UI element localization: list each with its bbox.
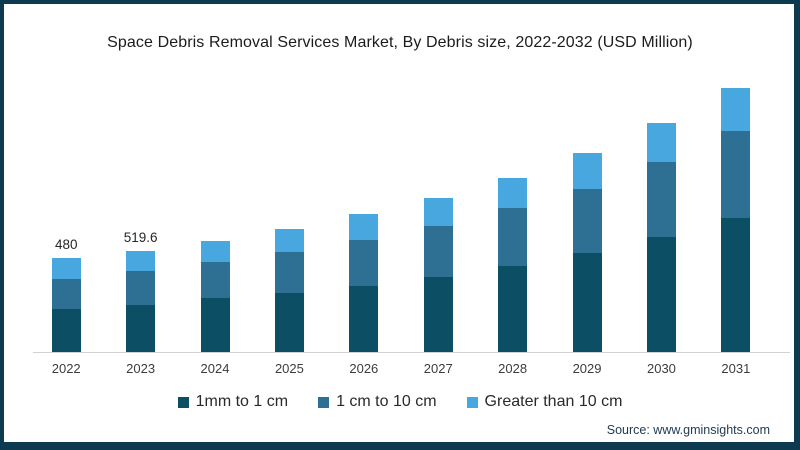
bar-column-2026 [327, 77, 401, 352]
stacked-bar-2030 [646, 123, 676, 352]
legend-label: 1 cm to 10 cm [336, 393, 437, 410]
stacked-bar-2026 [349, 213, 379, 352]
bar-segment [126, 305, 156, 352]
source-attribution: Source: www.gminsights.com [606, 423, 770, 437]
bar-column-2024 [178, 77, 252, 352]
stacked-bar-2024 [200, 240, 230, 352]
bar-segment [498, 266, 528, 352]
legend-item: Greater than 10 cm [466, 393, 623, 411]
bar-column-2030 [624, 77, 698, 352]
bar-segment [423, 197, 453, 227]
bar-segment [646, 123, 676, 162]
bar-segment [721, 87, 751, 132]
legend-label: Greater than 10 cm [484, 393, 623, 410]
bar-segment [572, 188, 602, 254]
bar-segment [498, 177, 528, 209]
bar-column-2027 [401, 77, 475, 352]
bar-segment [498, 208, 528, 267]
bar-segment [423, 226, 453, 278]
bar-segment [721, 131, 751, 218]
bar-segment [126, 250, 156, 271]
bar-segment [646, 237, 676, 352]
bar-segment [200, 240, 230, 262]
bar-segment [572, 152, 602, 189]
bar-segment [572, 253, 602, 352]
x-axis-label: 2031 [721, 361, 751, 376]
bar-segment [423, 277, 453, 352]
bar-segment [274, 292, 304, 352]
bar-segment [274, 228, 304, 253]
x-axis-label: 2030 [646, 361, 676, 376]
bar-column-2029 [550, 77, 624, 352]
bar-value-label: 519.6 [123, 229, 158, 245]
x-axis-label: 2029 [572, 361, 602, 376]
bar-segment [51, 278, 81, 310]
chart-title: Space Debris Removal Services Market, By… [107, 34, 693, 51]
bar-column-2022: 480 [29, 77, 103, 352]
bar-segment [200, 297, 230, 352]
bar-column-2025 [252, 77, 326, 352]
stacked-bar-2023 [126, 250, 156, 352]
bar-column-2028 [475, 77, 549, 352]
bar-segment [126, 270, 156, 306]
legend-swatch-icon [318, 396, 330, 408]
x-axis-label: 2024 [200, 361, 230, 376]
stacked-bar-2028 [498, 177, 528, 352]
x-axis-line [33, 352, 790, 353]
bar-segment [349, 286, 379, 352]
legend-label: 1mm to 1 cm [195, 393, 289, 410]
bar-segment [274, 252, 304, 293]
legend-item: 1mm to 1 cm [177, 393, 289, 411]
x-axis-label: 2026 [349, 361, 379, 376]
stacked-bar-2022 [51, 258, 81, 352]
stacked-bar-2027 [423, 197, 453, 352]
bar-column-2031 [699, 77, 773, 352]
bar-segment [349, 213, 379, 240]
x-axis-label: 2027 [423, 361, 453, 376]
x-axis-labels: 2022 2023 2024 2025 2026 2027 2028 2029 2030 2031 [29, 361, 773, 376]
x-axis-label: 2028 [498, 361, 528, 376]
x-axis-label: 2025 [274, 361, 304, 376]
bar-segment [349, 239, 379, 287]
stacked-bar-2031 [721, 87, 751, 352]
stacked-bar-2025 [274, 228, 304, 352]
bar-segment [200, 261, 230, 298]
bar-segment [721, 217, 751, 352]
legend-swatch-icon [466, 396, 478, 408]
stacked-bar-2029 [572, 152, 602, 352]
x-axis-label: 2023 [126, 361, 156, 376]
bar-column-2023: 519.6 [103, 77, 177, 352]
bar-segment [51, 258, 81, 279]
plot-area: 480 519.6 [29, 77, 773, 352]
bar-value-label: 480 [54, 237, 78, 253]
x-axis-label: 2022 [51, 361, 81, 376]
legend: 1mm to 1 cm 1 cm to 10 cm Greater than 10 … [0, 393, 800, 411]
bar-segment [51, 309, 81, 352]
legend-swatch-icon [177, 396, 189, 408]
bar-segment [646, 161, 676, 238]
legend-item: 1 cm to 10 cm [318, 393, 437, 411]
